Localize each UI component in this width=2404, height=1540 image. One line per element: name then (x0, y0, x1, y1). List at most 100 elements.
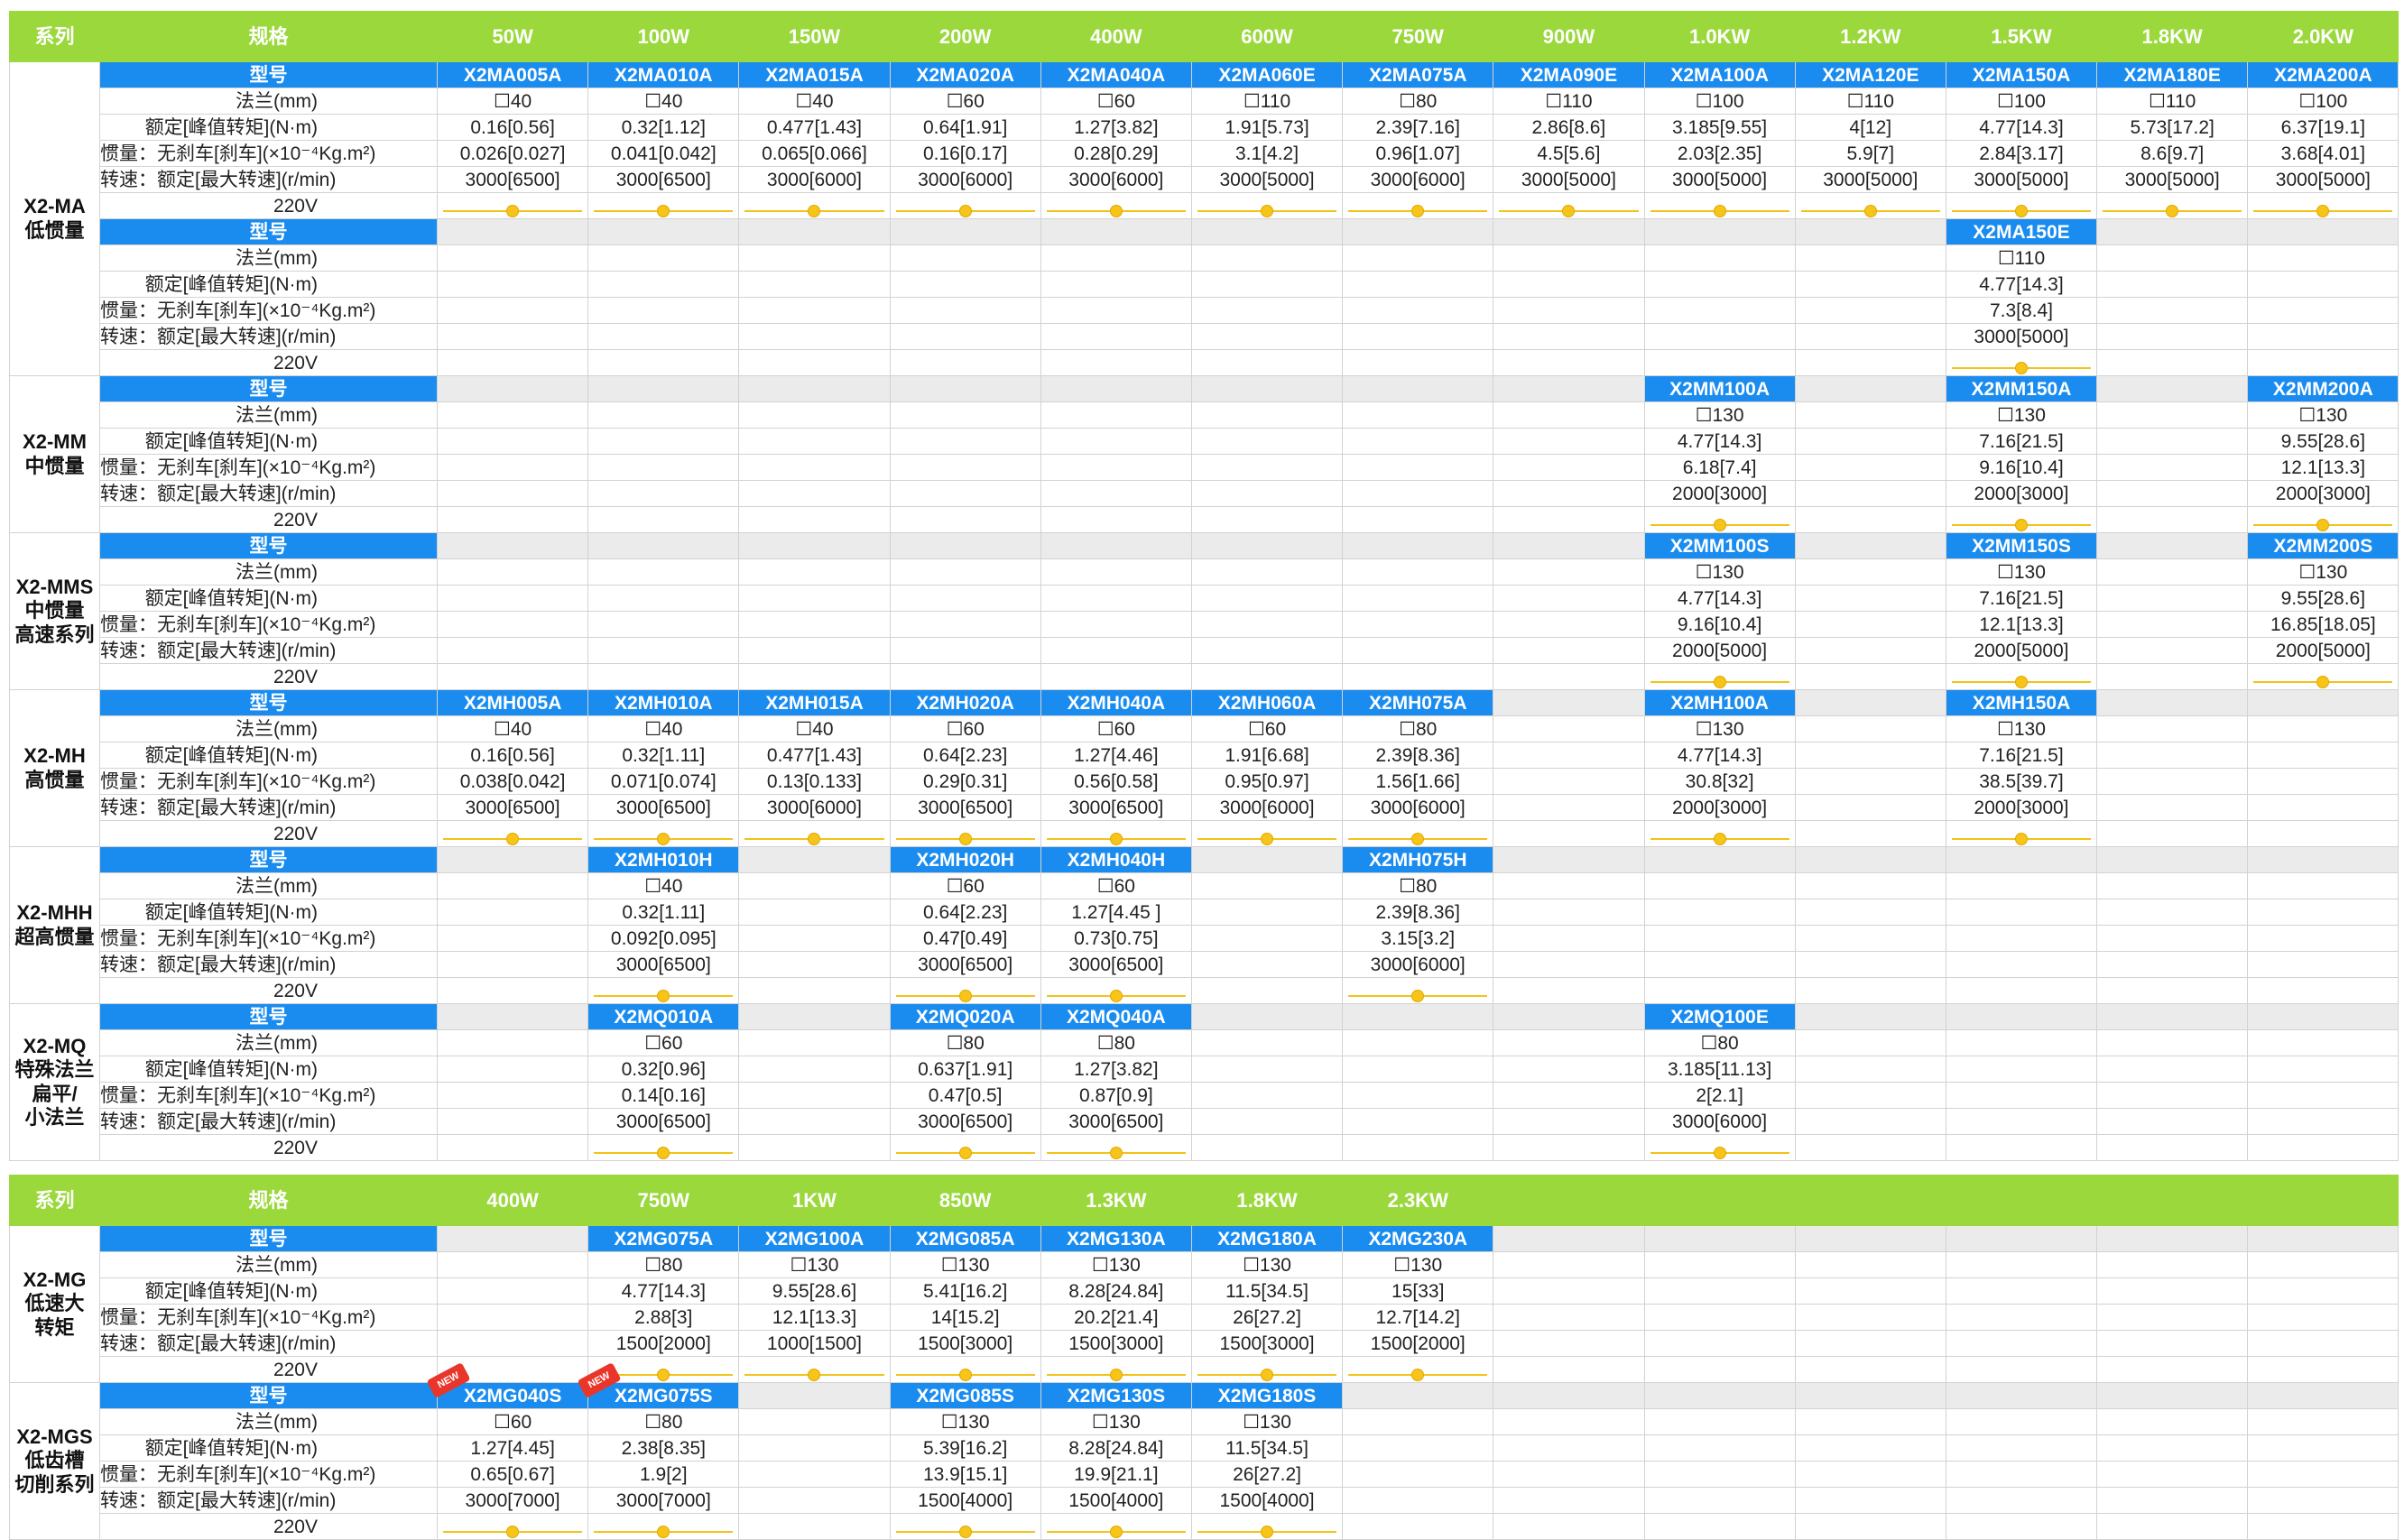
yellow-dot-icon (1411, 833, 1425, 845)
empty-cell (1493, 428, 1645, 455)
empty-cell (2247, 872, 2399, 899)
empty-cell (1190, 218, 1344, 245)
empty-cell (889, 375, 1041, 402)
flange-value: ☐110 (1945, 244, 2098, 272)
empty-cell (1794, 1134, 1946, 1161)
empty-cell (1342, 1134, 1494, 1161)
empty-cell (1190, 899, 1344, 926)
voltage-support-cell (587, 977, 740, 1004)
empty-cell (2247, 1134, 2399, 1161)
model-cell: X2MG075S NEW (577, 1361, 740, 1409)
header-spec: 规格 (99, 1175, 438, 1226)
empty-cell (1794, 872, 1946, 899)
empty-cell (1493, 297, 1645, 324)
yellow-dot-icon (958, 833, 972, 845)
empty-cell (1342, 1056, 1494, 1083)
empty-cell (1794, 1108, 1946, 1135)
empty-cell (1794, 1330, 1946, 1357)
yellow-dot-icon (958, 1526, 972, 1538)
header-spec: 规格 (99, 11, 438, 62)
model-name: X2MM100A (1669, 378, 1771, 400)
empty-cell (1493, 1134, 1645, 1161)
inertia-value: 20.2[21.4] (1040, 1304, 1192, 1331)
speed-value: 3000[5000] (2247, 166, 2399, 193)
model-cell: X2MM200A (2247, 375, 2399, 402)
empty-cell (1493, 1029, 1645, 1056)
model-row: X2-MM 中惯量 型号 X2MM100A X2MM150A X2MM200A (9, 375, 2399, 533)
empty-cell (889, 401, 1041, 429)
model-name: X2MA010A (615, 64, 713, 86)
voltage-support-cell (1040, 1134, 1192, 1161)
voltage-support-cell (1945, 349, 2098, 376)
spec-row-speed: 转速：额定[最大转速](r/min) 3000[5000] (10, 323, 2399, 350)
model-label: 型号 (99, 532, 438, 559)
inertia-value: 12.7[14.2] (1342, 1304, 1494, 1331)
model-name: X2MA075A (1368, 64, 1467, 86)
empty-cell (1493, 532, 1645, 559)
empty-cell (1190, 663, 1344, 690)
inertia-value: 2[2.1] (1643, 1082, 1796, 1109)
empty-cell (1945, 1029, 2098, 1056)
model-row: X2-MG 低速大 转矩 型号 X2MG075A X2MG100A X2MG085A X2MG… (9, 1225, 2399, 1383)
flange-label: 法兰(mm) (99, 872, 438, 899)
model-name: X2MA100A (1670, 64, 1769, 86)
empty-cell (738, 925, 891, 952)
flange-value: ☐40 (587, 88, 740, 115)
empty-cell (1643, 1408, 1796, 1435)
flange-value: ☐100 (1643, 88, 1796, 115)
empty-cell (1040, 480, 1192, 507)
model-cell: X2MG085S (889, 1382, 1041, 1409)
header-power: 400W (1040, 11, 1192, 62)
empty-cell (1794, 1408, 1946, 1435)
empty-cell (2096, 820, 2249, 847)
series-name: X2-MQ 特殊法兰 扁平/小法兰 (9, 1003, 100, 1161)
yellow-dot-icon (1261, 833, 1274, 845)
empty-cell (436, 1082, 589, 1109)
torque-value: 0.64[1.91] (889, 114, 1041, 141)
spec-row-torque: 额定[峰值转矩](N·m) 4.77[14.3] 7.16[21.5] 9.55[28… (10, 585, 2399, 612)
series-name: X2-MMS 中惯量 高速系列 (9, 532, 100, 690)
empty-cell (1342, 1461, 1494, 1488)
empty-cell (1342, 323, 1494, 350)
empty-cell (738, 846, 891, 873)
model-name: X2MH040H (1067, 849, 1166, 871)
model-name: X2MG180S (1217, 1385, 1317, 1406)
inertia-value: 6.18[7.4] (1643, 454, 1796, 481)
empty-cell (2096, 558, 2249, 586)
speed-value: 3000[6500] (436, 166, 589, 193)
empty-cell (738, 1461, 891, 1488)
empty-cell (2096, 218, 2249, 245)
servo-spec-table-2: 系列 规格 400W 750W 1KW 850W 1.3KW 1.8KW 2.3KW X2-MG 低… (9, 1175, 2399, 1540)
empty-cell (1493, 689, 1645, 716)
model-name: X2MA180E (2123, 64, 2221, 86)
voltage-support-cell (1040, 1513, 1192, 1540)
empty-cell (2096, 532, 2249, 559)
model-cell: X2MA010A (587, 61, 740, 88)
header-power (2247, 1175, 2399, 1226)
empty-cell (436, 401, 589, 429)
torque-value: 0.477[1.43] (738, 114, 891, 141)
empty-cell (2096, 846, 2249, 873)
inertia-label: 惯量：无刹车[刹车](×10⁻⁴Kg.m²) (99, 611, 438, 638)
yellow-dot-icon (1109, 990, 1123, 1002)
model-name: X2MA120E (1822, 64, 1919, 86)
torque-value: 2.39[8.36] (1342, 742, 1494, 769)
empty-cell (1794, 428, 1946, 455)
inertia-value: 26[27.2] (1190, 1304, 1344, 1331)
empty-cell (436, 1056, 589, 1083)
empty-cell (1040, 401, 1192, 429)
header-power: 1.0KW (1643, 11, 1796, 62)
header-row: 系列 规格 50W 100W 150W 200W 400W 600W 750W 900W 1.0KW… (9, 11, 2399, 62)
empty-cell (1794, 742, 1946, 769)
empty-cell (1493, 1408, 1645, 1435)
empty-cell (2096, 925, 2249, 952)
empty-cell (2247, 1056, 2399, 1083)
empty-cell (2247, 820, 2399, 847)
series-line: X2-MQ (23, 1034, 87, 1057)
empty-cell (738, 637, 891, 664)
torque-value: 0.32[0.96] (587, 1056, 740, 1083)
model-cell: X2MH040H (1040, 846, 1192, 873)
empty-cell (1794, 1225, 1946, 1252)
empty-cell (1493, 1277, 1645, 1305)
empty-cell (1190, 611, 1344, 638)
